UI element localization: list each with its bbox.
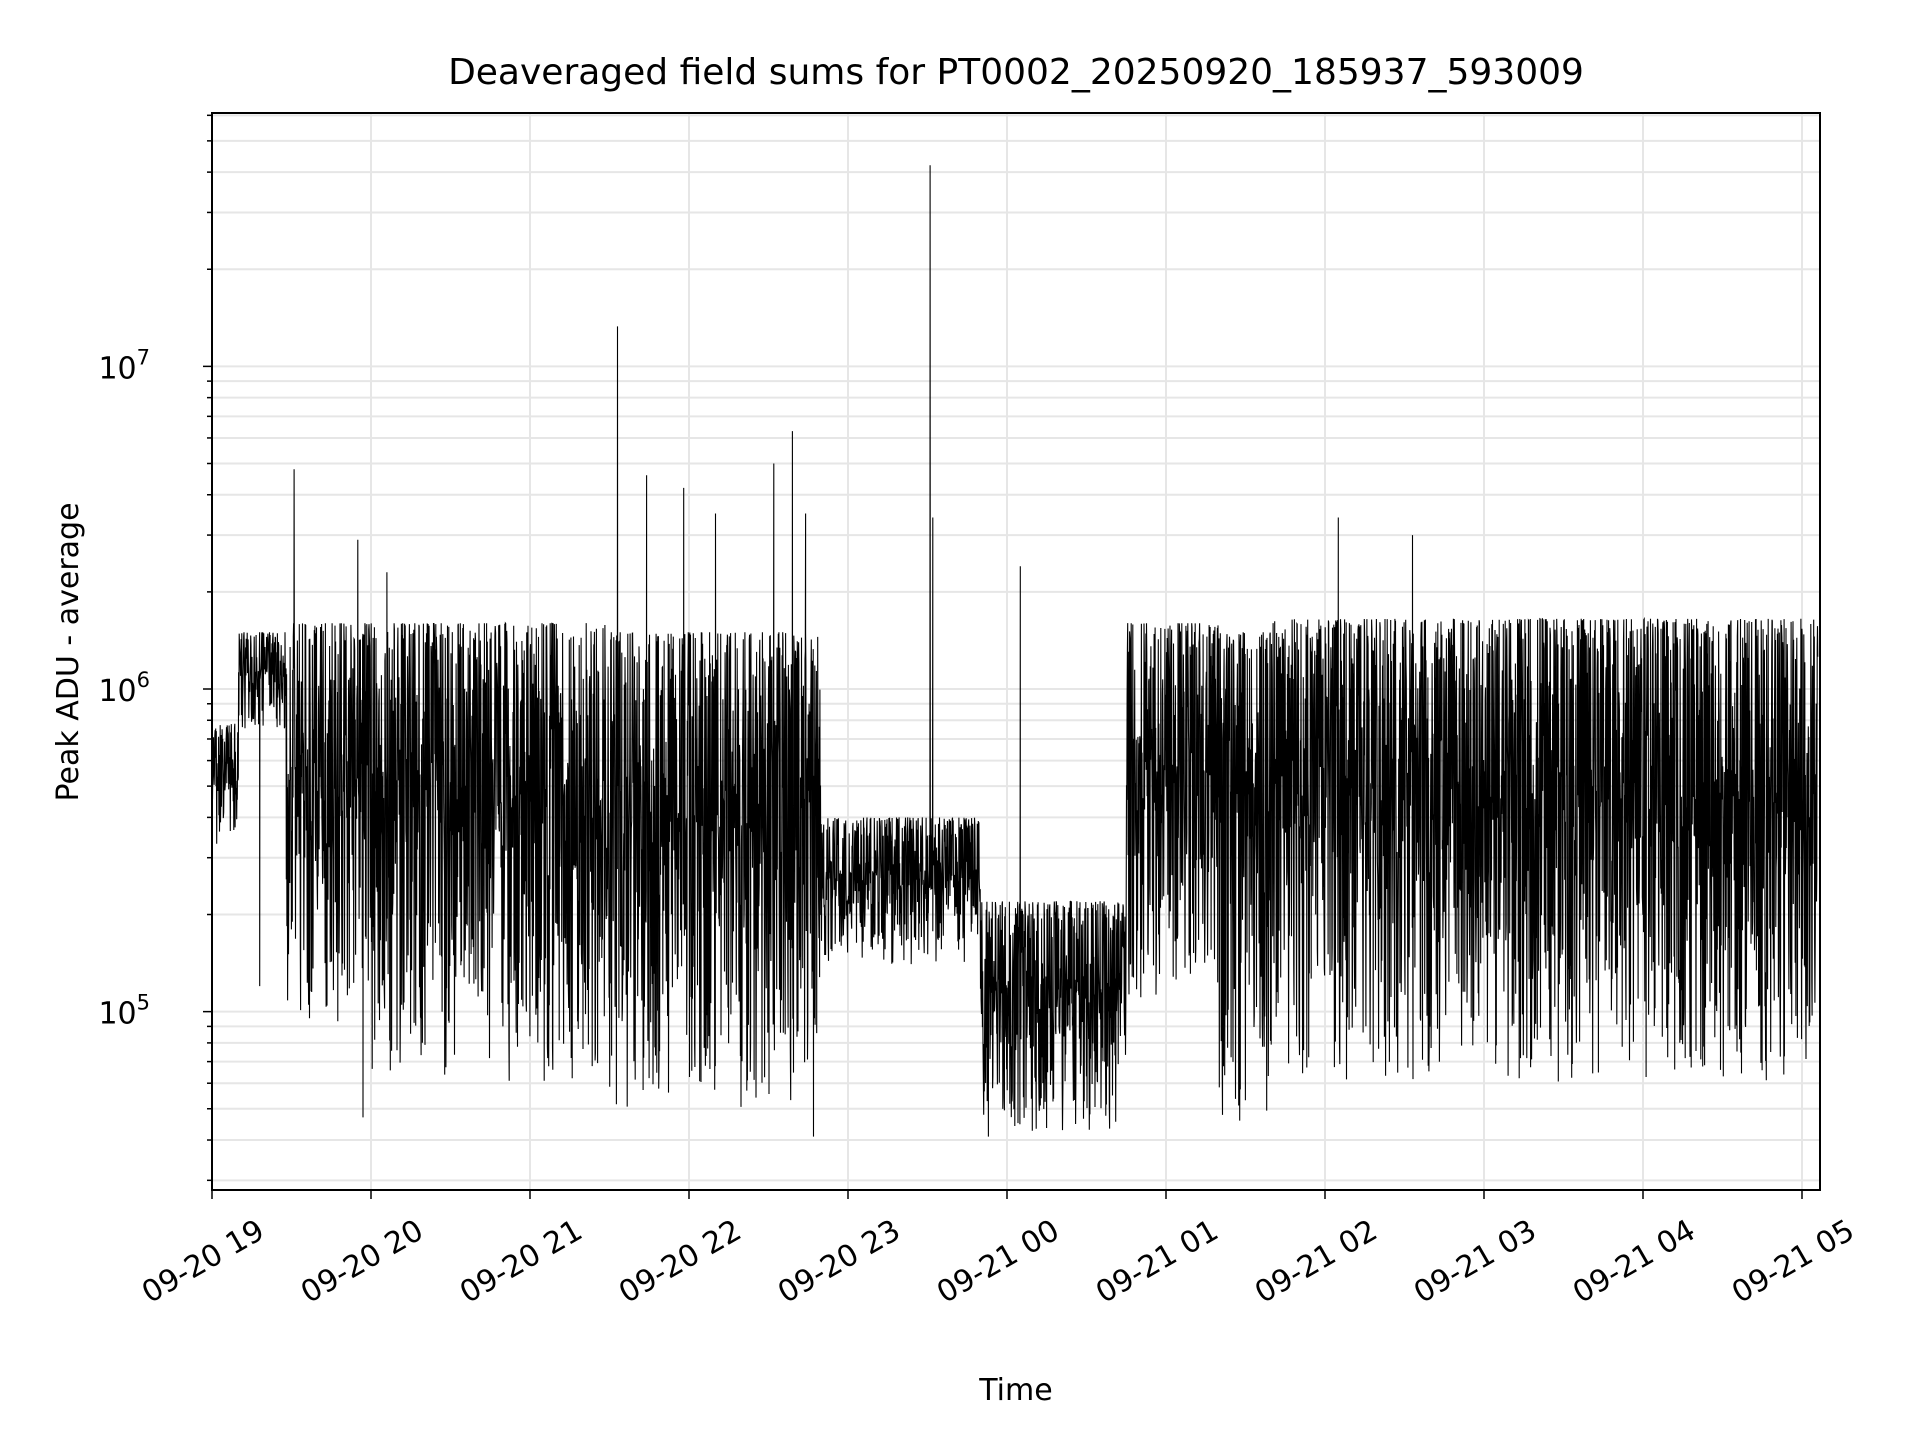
y-tick-base: 10 xyxy=(98,997,136,1032)
y-tick-label: 107 xyxy=(98,345,150,386)
y-tick-exponent: 7 xyxy=(137,345,150,369)
chart-title: Deaveraged field sums for PT0002_2025092… xyxy=(448,52,1584,93)
y-tick-base: 10 xyxy=(98,674,136,709)
y-tick-base: 10 xyxy=(98,351,136,386)
x-axis-label: Time xyxy=(978,1373,1052,1408)
series-line xyxy=(212,165,1819,1137)
y-tick-exponent: 6 xyxy=(137,668,150,692)
y-tick-exponent: 5 xyxy=(137,991,150,1015)
y-tick-label: 105 xyxy=(98,991,150,1032)
plot-frame xyxy=(211,112,1821,1191)
y-axis-label: Peak ADU - average xyxy=(51,502,86,801)
series-line-group xyxy=(212,165,1819,1137)
y-tick-label: 106 xyxy=(98,668,150,709)
